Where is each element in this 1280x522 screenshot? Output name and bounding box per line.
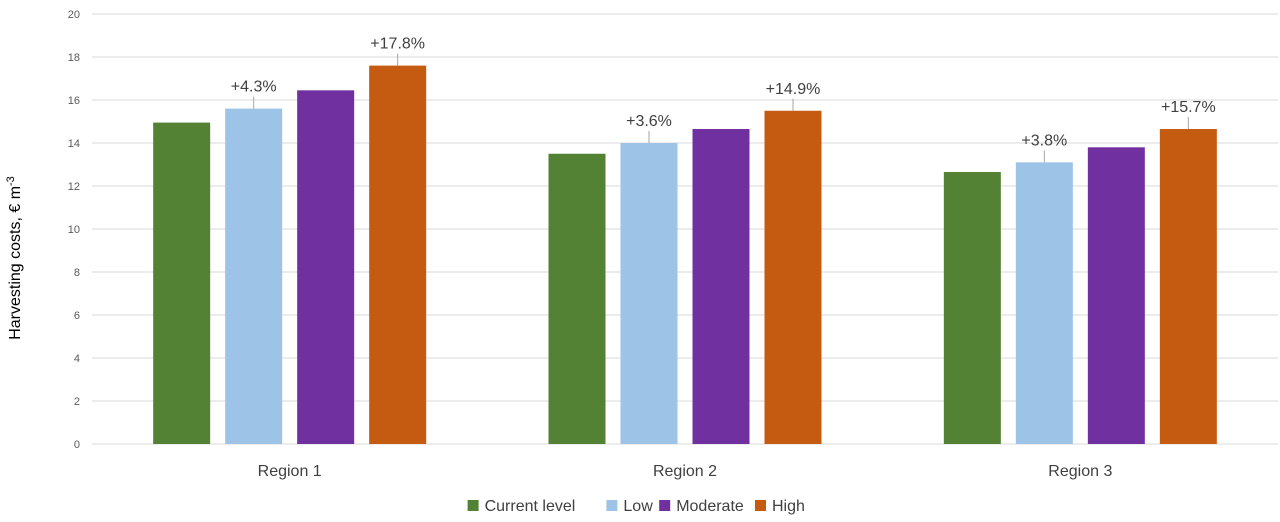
y-axis-ticks: 0 2 4 6 8 10 12 14 16 18 20 [68,9,80,451]
bars [153,65,1217,445]
annotations: +4.3% +17.8% +3.6% +14.9% +3.8% +15.7% [231,36,1216,150]
legend-swatch [659,500,671,511]
x-category-label: Region 2 [653,463,717,480]
y-tick-label: 16 [68,95,80,107]
bar [153,122,211,444]
y-tick-label: 2 [74,396,80,408]
annotation-label: +4.3% [231,79,277,96]
legend-swatch [606,500,618,511]
annotation-label: +3.6% [626,113,672,130]
bar [943,172,1001,444]
y-tick-label: 18 [68,52,80,64]
bar [764,110,822,444]
bar [620,143,678,444]
y-axis-title-superscript: -3 [5,176,17,186]
legend-swatch [755,500,766,511]
y-tick-label: 0 [74,439,80,451]
annotation-label: +14.9% [766,81,821,98]
y-tick-label: 10 [68,224,80,236]
y-tick-label: 14 [68,138,80,150]
y-tick-label: 12 [68,181,80,193]
bar [1015,162,1073,444]
bar [692,129,750,444]
x-category-label: Region 3 [1048,463,1112,480]
x-category-label: Region 1 [258,463,322,480]
legend-label: Current level [485,498,576,515]
y-axis-title: Harvesting costs, € m-3 [5,176,24,340]
gridlines [92,13,1278,445]
bar [297,90,355,444]
y-tick-label: 4 [74,353,80,365]
legend-label: Low [623,498,653,515]
x-axis-categories: Region 1 Region 2 Region 3 [258,463,1113,480]
bar [369,65,427,444]
y-tick-label: 8 [74,267,80,279]
legend-label: High [772,498,805,515]
annotation-label: +3.8% [1021,132,1067,149]
bar [1159,129,1217,444]
legend-label: Moderate [676,498,744,515]
annotation-label: +17.8% [370,36,425,53]
bar [548,153,606,444]
y-tick-label: 20 [68,9,80,21]
y-axis-title-text: Harvesting costs, € m [7,186,24,340]
legend-swatch [467,500,479,511]
legend: Current level Low Moderate High [467,498,805,515]
bar [1087,147,1145,445]
bar [225,108,283,444]
y-tick-label: 6 [74,310,80,322]
annotation-leaders [253,53,1189,163]
annotation-label: +15.7% [1161,99,1216,116]
